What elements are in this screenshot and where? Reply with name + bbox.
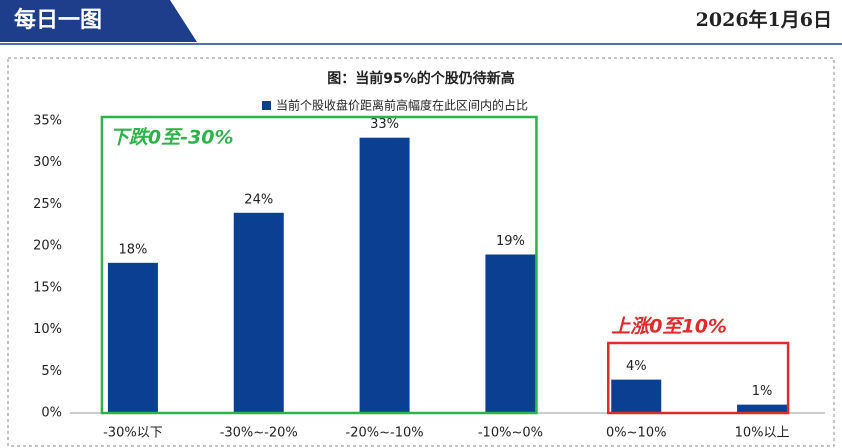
value-label: 33% xyxy=(370,117,399,132)
y-tick-label: 15% xyxy=(33,280,62,295)
x-tick-label: -20%~-10% xyxy=(346,426,424,441)
bar xyxy=(359,137,410,413)
y-tick-label: 0% xyxy=(41,406,62,421)
x-tick-label: 10%以上 xyxy=(735,426,790,441)
annotation: 上涨0至10% xyxy=(611,316,727,338)
bar xyxy=(737,404,788,413)
y-tick-label: 25% xyxy=(33,197,62,212)
annotation: 下跌0至-30% xyxy=(110,127,234,149)
x-tick-label: -10%~0% xyxy=(478,426,543,441)
annotation-box xyxy=(100,115,538,415)
legend-label: 当前个股收盘价距离前高幅度在此区间内的占比 xyxy=(276,98,528,113)
header-date: 2026年1月6日 xyxy=(696,8,832,31)
y-tick-label: 20% xyxy=(33,239,62,254)
value-label: 18% xyxy=(118,242,147,257)
legend-swatch xyxy=(262,101,271,110)
bar xyxy=(611,379,662,413)
bar xyxy=(485,254,536,413)
x-tick-label: -30%~-20% xyxy=(220,426,298,441)
value-label: 4% xyxy=(626,359,647,374)
value-label: 24% xyxy=(244,192,273,207)
header-title: 每日一图 xyxy=(14,7,102,33)
header-banner xyxy=(0,0,197,42)
y-tick-label: 30% xyxy=(33,155,62,170)
y-tick-label: 10% xyxy=(33,322,62,337)
value-label: 19% xyxy=(496,234,525,249)
annotation-box xyxy=(607,341,790,415)
y-tick-label: 5% xyxy=(41,364,62,379)
x-tick-label: -30%以下 xyxy=(103,426,163,441)
y-tick-label: 35% xyxy=(33,114,62,129)
frame xyxy=(7,57,835,447)
bar xyxy=(107,262,158,413)
chart-title: 图：当前95%的个股仍待新高 xyxy=(327,70,515,87)
x-tick-label: 0%~10% xyxy=(606,426,666,441)
value-label: 1% xyxy=(752,384,773,399)
bar xyxy=(233,212,284,413)
